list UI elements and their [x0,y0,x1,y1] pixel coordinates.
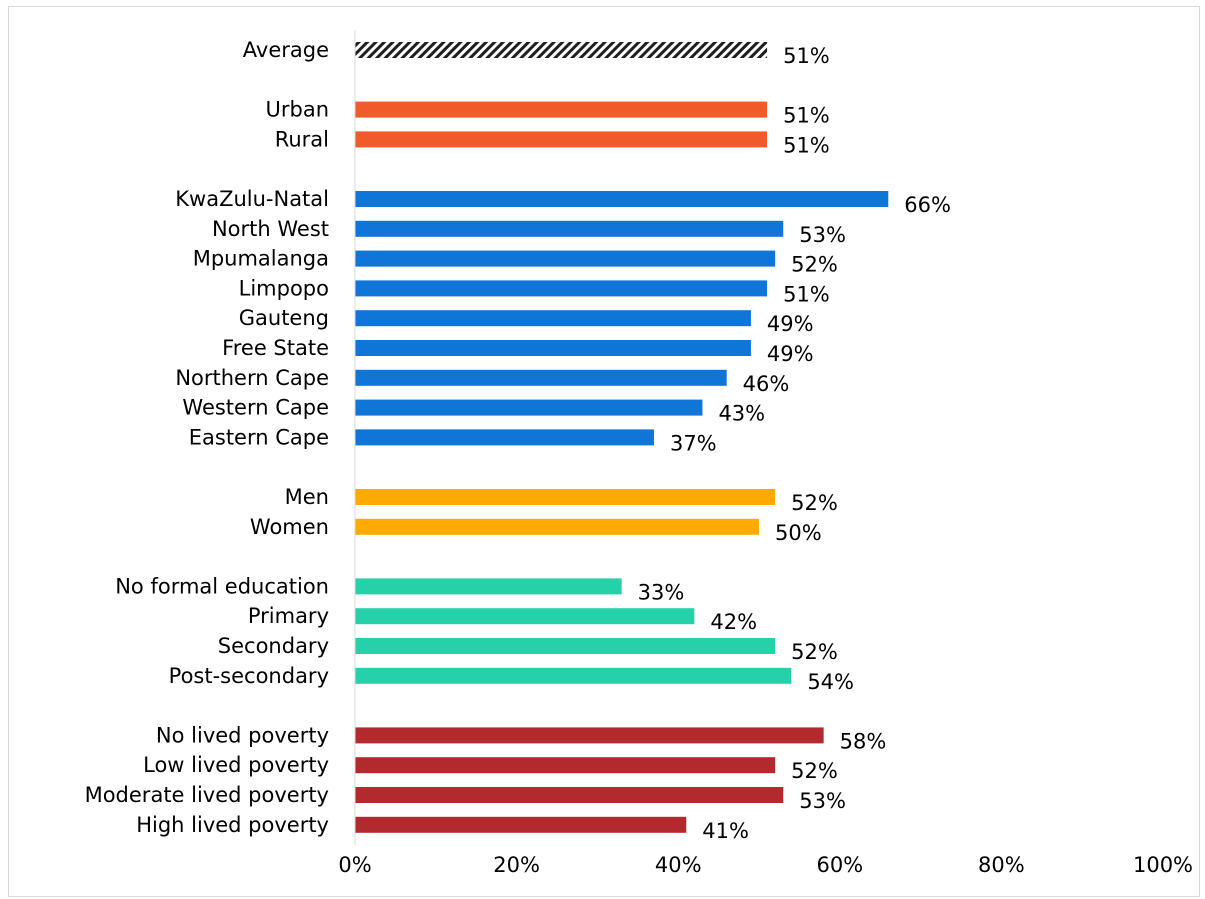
bar-post-secondary [355,667,792,684]
category-label-urban: Urban [265,98,329,122]
value-label-rural: 51% [783,133,830,157]
x-tick-label: 60% [816,853,863,877]
bar-low-lived-poverty [355,757,776,774]
category-label-average: Average [243,38,329,62]
value-label-women: 50% [775,521,822,545]
bar-no-lived-poverty [355,727,824,744]
value-label-free-state: 49% [767,342,814,366]
category-label-secondary: Secondary [218,634,329,658]
value-label-high-lived-poverty: 41% [702,819,749,843]
category-label-eastern-cape: Eastern Cape [189,425,329,449]
category-label-gauteng: Gauteng [239,306,329,330]
bar-average [355,42,768,58]
value-labels: 51%51%51%66%53%52%51%49%49%46%43%37%52%5… [638,44,951,843]
x-tick-label: 40% [655,853,702,877]
value-label-north-west: 53% [799,223,846,247]
x-axis-ticks: 0% 20% 40% 60% 80% 100% [338,853,1193,877]
bar-no-formal-education [355,578,622,595]
category-label-western-cape: Western Cape [182,396,329,420]
bar-western-cape [355,399,703,416]
value-label-secondary: 52% [791,640,838,664]
chart-frame [8,6,1200,897]
bar-limpopo [355,280,768,297]
category-label-moderate-lived-poverty: Moderate lived poverty [85,783,329,807]
value-label-low-lived-poverty: 52% [791,759,838,783]
bar-north-west [355,220,784,237]
bar-northern-cape [355,369,727,386]
category-label-kwazulu-natal: KwaZulu-Natal [175,187,329,211]
bars-layer [355,42,889,833]
x-tick-label: 80% [978,853,1025,877]
bar-kwazulu-natal [355,191,889,207]
category-label-women: Women [250,515,329,539]
bar-free-state [355,340,751,356]
category-label-men: Men [285,485,329,509]
category-label-northern-cape: Northern Cape [175,366,329,390]
bar-women [355,518,759,535]
bar-mpumalanga [355,250,776,267]
category-label-no-formal-education: No formal education [115,574,329,598]
category-label-primary: Primary [248,604,329,628]
x-tick-label: 20% [493,853,540,877]
bar-eastern-cape [355,429,654,446]
value-label-kwazulu-natal: 66% [904,193,951,217]
bar-primary [355,608,695,625]
category-label-rural: Rural [275,127,329,151]
value-label-western-cape: 43% [718,402,765,426]
bar-urban [355,101,768,118]
value-label-gauteng: 49% [767,312,814,336]
value-label-post-secondary: 54% [807,670,854,694]
bar-high-lived-poverty [355,816,687,833]
category-label-limpopo: Limpopo [239,276,329,300]
category-label-low-lived-poverty: Low lived poverty [143,753,329,777]
value-label-limpopo: 51% [783,282,830,306]
value-label-primary: 42% [710,610,757,634]
category-label-north-west: North West [212,217,329,241]
bar-secondary [355,638,776,654]
category-label-no-lived-poverty: No lived poverty [156,723,329,747]
value-label-average: 51% [783,44,830,68]
value-label-no-lived-poverty: 58% [840,729,887,753]
bar-moderate-lived-poverty [355,787,784,803]
x-tick-label: 100% [1133,853,1193,877]
value-label-urban: 51% [783,104,830,128]
category-labels: Average Urban Rural KwaZulu-Natal North West… [85,38,329,837]
value-label-men: 52% [791,491,838,515]
category-label-mpumalanga: Mpumalanga [193,247,329,271]
value-label-northern-cape: 46% [743,372,790,396]
category-label-free-state: Free State [222,336,329,360]
bar-men [355,489,776,505]
bar-gauteng [355,310,751,327]
value-label-mpumalanga: 52% [791,253,838,277]
value-label-eastern-cape: 37% [670,431,717,455]
value-label-no-formal-education: 33% [638,580,685,604]
category-label-high-lived-poverty: High lived poverty [136,813,329,837]
value-label-moderate-lived-poverty: 53% [799,789,846,813]
category-label-post-secondary: Post-secondary [169,664,329,688]
x-tick-label: 0% [338,853,371,877]
bar-rural [355,131,768,148]
